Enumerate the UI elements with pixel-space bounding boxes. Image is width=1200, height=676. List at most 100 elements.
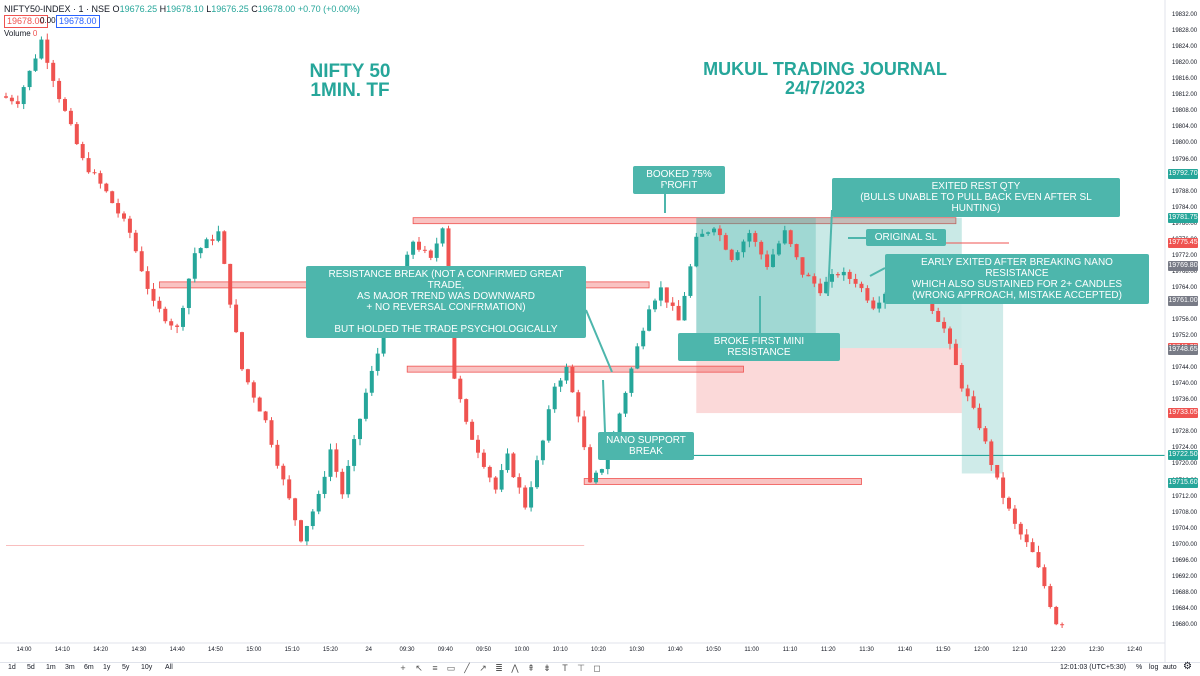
- candle[interactable]: [440, 228, 445, 244]
- candle[interactable]: [1001, 477, 1006, 498]
- candle[interactable]: [782, 230, 787, 244]
- candle[interactable]: [98, 173, 103, 184]
- note-booked-profit[interactable]: BOOKED 75% PROFIT: [633, 166, 725, 194]
- percent-toggle[interactable]: %: [1136, 664, 1143, 671]
- candle[interactable]: [529, 487, 534, 508]
- candle[interactable]: [281, 465, 286, 480]
- candle[interactable]: [299, 520, 303, 542]
- candle[interactable]: [405, 254, 410, 277]
- candle[interactable]: [599, 469, 604, 473]
- candle[interactable]: [287, 479, 292, 499]
- candle[interactable]: [245, 369, 250, 383]
- candle[interactable]: [340, 471, 345, 495]
- candle[interactable]: [481, 452, 486, 467]
- candle[interactable]: [27, 70, 32, 88]
- candle[interactable]: [841, 271, 846, 276]
- candle[interactable]: [830, 274, 834, 282]
- candle[interactable]: [139, 251, 144, 272]
- candle[interactable]: [499, 470, 504, 490]
- candle[interactable]: [812, 276, 817, 284]
- candle[interactable]: [735, 252, 740, 260]
- candle[interactable]: [458, 378, 463, 400]
- note-exited-rest[interactable]: EXITED REST QTY (BULLS UNABLE TO PULL BA…: [832, 178, 1120, 217]
- candle[interactable]: [163, 308, 168, 322]
- candle[interactable]: [110, 191, 115, 204]
- candle[interactable]: [275, 444, 280, 466]
- candle[interactable]: [582, 416, 587, 448]
- candle[interactable]: [369, 370, 374, 393]
- candle[interactable]: [806, 274, 811, 277]
- candle[interactable]: [930, 299, 935, 311]
- candle[interactable]: [175, 325, 180, 327]
- candle[interactable]: [1030, 542, 1035, 553]
- candle[interactable]: [712, 228, 716, 233]
- candle[interactable]: [971, 396, 976, 408]
- candle[interactable]: [470, 421, 475, 440]
- candle[interactable]: [334, 449, 339, 472]
- candle[interactable]: [133, 232, 138, 252]
- candle[interactable]: [45, 39, 50, 63]
- candle[interactable]: [145, 271, 150, 289]
- resistance-zone[interactable]: [406, 365, 744, 373]
- note-nano-support[interactable]: NANO SUPPORT BREAK: [598, 432, 694, 460]
- candle[interactable]: [771, 254, 775, 267]
- candle[interactable]: [363, 392, 368, 419]
- buy-price-box[interactable]: 19678.00: [56, 15, 100, 28]
- candle[interactable]: [694, 236, 699, 267]
- timeframe-10y[interactable]: 10y: [141, 664, 153, 671]
- candle[interactable]: [741, 241, 746, 253]
- candle[interactable]: [74, 124, 79, 145]
- candle[interactable]: [558, 380, 563, 387]
- candle[interactable]: [800, 257, 805, 275]
- candle[interactable]: [729, 249, 734, 260]
- candle[interactable]: [1036, 552, 1041, 568]
- candle[interactable]: [853, 278, 858, 284]
- note-original-sl[interactable]: ORIGINAL SL: [866, 229, 946, 246]
- candle[interactable]: [647, 309, 652, 331]
- candle[interactable]: [776, 243, 781, 255]
- candle[interactable]: [623, 392, 628, 414]
- candle[interactable]: [57, 80, 62, 100]
- log-toggle[interactable]: log: [1149, 664, 1159, 671]
- candle[interactable]: [1048, 586, 1053, 607]
- candle[interactable]: [411, 241, 416, 255]
- candle[interactable]: [9, 97, 14, 102]
- candle[interactable]: [1007, 497, 1011, 509]
- candle[interactable]: [936, 310, 941, 322]
- candle[interactable]: [505, 453, 510, 471]
- resistance-zone[interactable]: [412, 217, 957, 225]
- candle[interactable]: [535, 460, 539, 488]
- candle[interactable]: [588, 447, 593, 483]
- channel-tool-icon[interactable]: ▭: [446, 663, 456, 673]
- candle[interactable]: [68, 110, 73, 125]
- candle[interactable]: [877, 302, 882, 309]
- candle[interactable]: [316, 493, 321, 512]
- candle[interactable]: [375, 353, 380, 371]
- candle[interactable]: [251, 382, 256, 398]
- candle[interactable]: [517, 477, 522, 488]
- candle[interactable]: [759, 241, 764, 255]
- candle[interactable]: [641, 330, 646, 347]
- support-zone[interactable]: [583, 478, 862, 485]
- arrow-tool-icon[interactable]: ↗: [479, 663, 487, 673]
- note-tool-icon[interactable]: ⊤: [577, 663, 585, 673]
- auto-toggle[interactable]: auto: [1163, 664, 1177, 671]
- candle[interactable]: [617, 413, 622, 435]
- candle[interactable]: [428, 250, 433, 258]
- candle[interactable]: [92, 172, 97, 174]
- candle[interactable]: [358, 418, 362, 440]
- long-position-icon[interactable]: ⇞: [527, 663, 535, 673]
- candle[interactable]: [658, 287, 663, 301]
- candle[interactable]: [127, 218, 132, 233]
- candle[interactable]: [983, 428, 988, 442]
- candle[interactable]: [676, 305, 681, 321]
- text-tool-icon[interactable]: T: [562, 663, 568, 673]
- candle[interactable]: [747, 233, 752, 242]
- timeframe-3m[interactable]: 3m: [65, 664, 75, 671]
- candle[interactable]: [564, 367, 569, 381]
- candle[interactable]: [464, 399, 469, 422]
- timeframe-1m[interactable]: 1m: [46, 664, 56, 671]
- candle[interactable]: [1054, 606, 1059, 625]
- candle[interactable]: [717, 228, 722, 236]
